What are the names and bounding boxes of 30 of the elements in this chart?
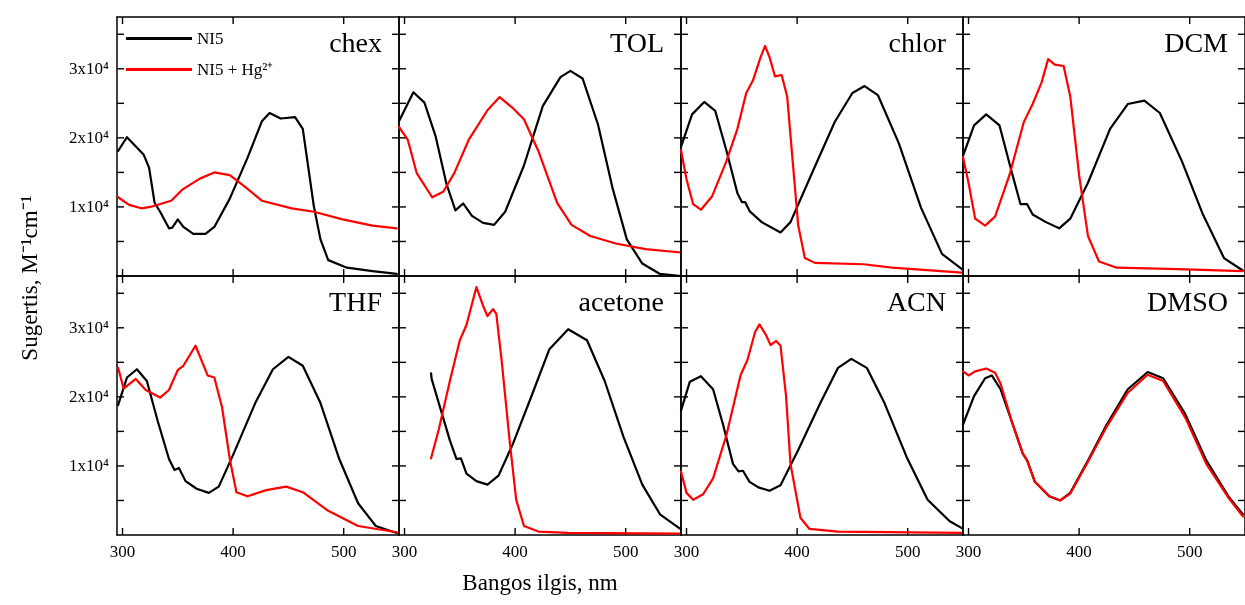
y-tick-label: 2x10⁴ (69, 128, 110, 148)
chart-title: chex (329, 26, 382, 58)
chart-title: ACN (886, 285, 947, 317)
x-tick-label: 500 (894, 542, 921, 561)
x-tick-label: 400 (220, 542, 246, 561)
x-tick-label: 500 (330, 542, 357, 561)
x-tick-label: 300 (955, 542, 982, 561)
legend-label: NI5 + Hg²⁺ (197, 60, 274, 79)
x-tick-label: 400 (784, 542, 810, 561)
chart-title: DCM (1164, 26, 1229, 58)
y-axis-title: Sugertis, M⁻¹cm⁻¹ (16, 194, 43, 363)
y-tick-label: 2x10⁴ (69, 387, 110, 407)
x-axis-title: Bangos ilgis, nm (461, 570, 619, 596)
legend-label: NI5 (197, 29, 224, 48)
x-tick-label: 300 (109, 542, 136, 561)
y-tick-label: 3x10⁴ (69, 59, 110, 79)
chart-title: acetone (578, 285, 665, 317)
x-tick-label: 400 (1066, 542, 1092, 561)
x-tick-label: 400 (502, 542, 528, 561)
y-tick-label: 1x10⁴ (69, 197, 110, 217)
x-tick-label: 500 (612, 542, 639, 561)
chart-title: DMSO (1147, 285, 1229, 317)
y-tick-label: 3x10⁴ (69, 318, 110, 338)
chart-title: THF (329, 285, 383, 317)
y-tick-label: 1x10⁴ (69, 456, 110, 476)
x-tick-label: 500 (1176, 542, 1203, 561)
x-tick-label: 300 (391, 542, 418, 561)
x-tick-label: 300 (673, 542, 700, 561)
chart-title: chlor (888, 26, 947, 58)
chart-title: TOL (610, 26, 664, 58)
